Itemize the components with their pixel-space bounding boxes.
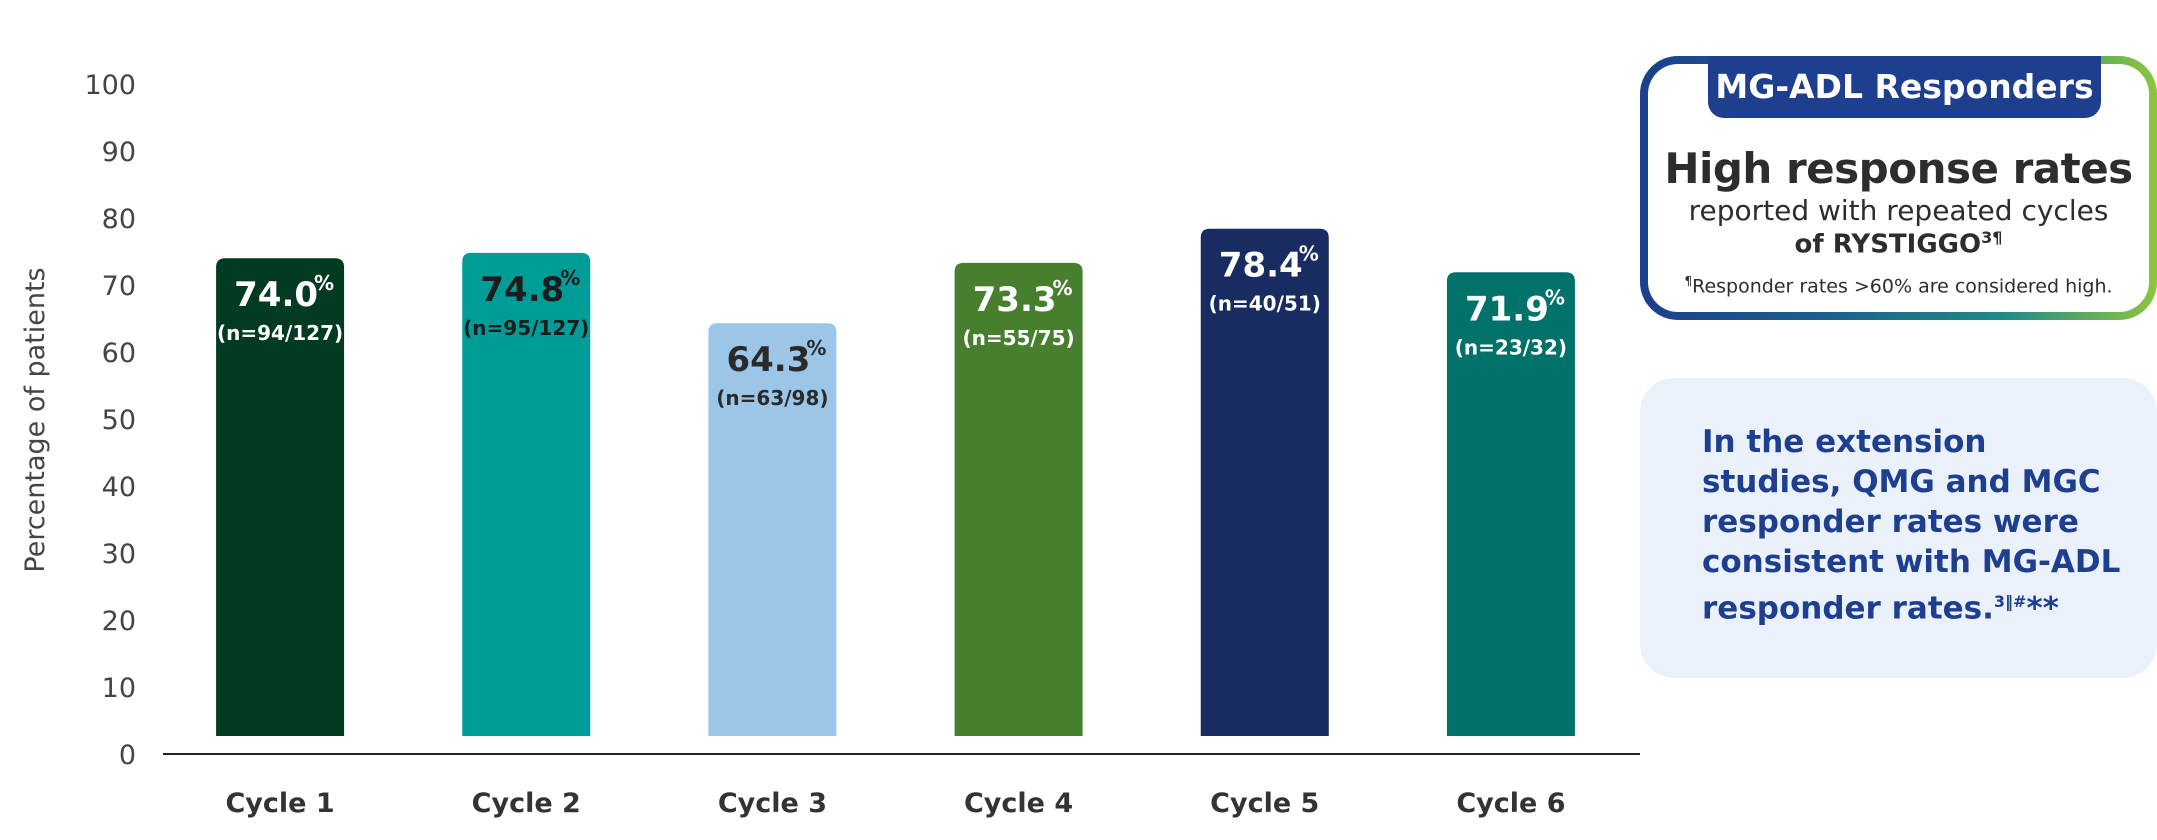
extension-box: In the extension studies, QMG and MGC re… bbox=[1640, 378, 2157, 678]
bar-group: 71.9% (n=23/32) bbox=[1446, 272, 1575, 736]
bar-n-label: (n=94/127) bbox=[217, 321, 343, 345]
bar-value-label: 73.3 bbox=[973, 280, 1057, 320]
bar-value-label: 74.0 bbox=[234, 275, 318, 315]
responders-note: ¶Responder rates >60% are considered hig… bbox=[1648, 274, 2149, 297]
responders-tab: MG-ADL Responders bbox=[1708, 56, 2101, 118]
x-tick-label: Cycle 2 bbox=[472, 788, 581, 819]
y-tick-label: 100 bbox=[84, 70, 136, 101]
bar-value-label: 71.9 bbox=[1465, 289, 1549, 329]
y-tick-label: 30 bbox=[102, 539, 136, 570]
y-tick-label: 0 bbox=[119, 740, 136, 771]
y-tick-label: 70 bbox=[102, 271, 136, 302]
bar-n-label: (n=23/32) bbox=[1455, 335, 1567, 359]
bar-value-unit: % bbox=[560, 266, 580, 290]
bar-value-unit: % bbox=[1545, 285, 1565, 309]
responders-title: High response rates bbox=[1664, 144, 2133, 193]
y-tick-label: 90 bbox=[102, 137, 136, 168]
x-tick-label: Cycle 3 bbox=[718, 788, 827, 819]
x-axis-labels: Cycle 1 Cycle 2 Cycle 3 Cycle 4 Cycle 5 Cycle… bbox=[225, 788, 1565, 819]
note-marker: ¶ bbox=[1684, 274, 1693, 288]
y-tick-label: 10 bbox=[102, 673, 136, 704]
bar bbox=[954, 262, 1083, 736]
bar-n-label: (n=40/51) bbox=[1209, 292, 1321, 316]
bar-value-label: 78.4 bbox=[1219, 246, 1303, 286]
bar-value-unit: % bbox=[806, 336, 826, 360]
bar-group: 74.8% (n=95/127) bbox=[462, 252, 591, 736]
brand-footnote-marker: 3¶ bbox=[1981, 228, 2003, 247]
brand-name: of RYSTIGGO bbox=[1794, 229, 1982, 260]
bar bbox=[216, 258, 345, 736]
y-axis-title: Percentage of patients bbox=[20, 267, 51, 572]
x-tick-label: Cycle 5 bbox=[1210, 788, 1319, 819]
y-axis-ticks: 0 10 20 30 40 50 60 70 80 90 100 bbox=[84, 70, 136, 771]
y-tick-label: 80 bbox=[102, 204, 136, 235]
bar bbox=[708, 323, 837, 736]
bar-group: 64.3% (n=63/98) bbox=[708, 323, 837, 736]
bar-value-label: 74.8 bbox=[480, 270, 564, 310]
bar-n-label: (n=55/75) bbox=[962, 326, 1074, 350]
bar-group: 74.0% (n=94/127) bbox=[216, 258, 345, 736]
y-tick-label: 60 bbox=[102, 338, 136, 369]
bar-chart: 0 10 20 30 40 50 60 70 80 90 100 Percentage of pat… bbox=[20, 70, 1640, 819]
bar-n-label: (n=95/127) bbox=[463, 316, 589, 340]
bar-group: 78.4% (n=40/51) bbox=[1200, 228, 1329, 736]
extension-text: In the extension studies, QMG and MGC re… bbox=[1702, 422, 2122, 628]
extension-footnote-marker: 3‖# bbox=[1993, 592, 2027, 611]
y-tick-label: 20 bbox=[102, 606, 136, 637]
responders-subtitle: reported with repeated cycles bbox=[1688, 194, 2109, 227]
responders-box: MG-ADL Responders High response rates re… bbox=[1640, 56, 2157, 320]
x-tick-label: Cycle 1 bbox=[225, 788, 334, 819]
x-tick-label: Cycle 6 bbox=[1456, 788, 1565, 819]
extension-body: In the extension studies, QMG and MGC re… bbox=[1702, 424, 2121, 627]
bars: 74.0% (n=94/127) 74.8% (n=95/127) 64.3% (n=63… bbox=[216, 228, 1575, 736]
extension-stars: ** bbox=[2026, 590, 2059, 627]
y-tick-label: 40 bbox=[102, 472, 136, 503]
bar bbox=[1446, 272, 1575, 736]
bar-value-unit: % bbox=[1053, 276, 1073, 300]
bar bbox=[1200, 228, 1329, 736]
bar-value-label: 64.3 bbox=[726, 340, 810, 380]
note-text: Responder rates >60% are considered high… bbox=[1692, 275, 2113, 298]
bar-value-unit: % bbox=[314, 271, 334, 295]
bar-value-unit: % bbox=[1299, 242, 1319, 266]
bar-n-label: (n=63/98) bbox=[716, 386, 828, 410]
y-tick-label: 50 bbox=[102, 405, 136, 436]
responders-box-inner: MG-ADL Responders High response rates re… bbox=[1648, 56, 2149, 312]
responders-brand: of RYSTIGGO3¶ bbox=[1648, 228, 2149, 260]
x-tick-label: Cycle 4 bbox=[964, 788, 1073, 819]
bar-group: 73.3% (n=55/75) bbox=[954, 262, 1083, 736]
bar bbox=[462, 252, 591, 736]
